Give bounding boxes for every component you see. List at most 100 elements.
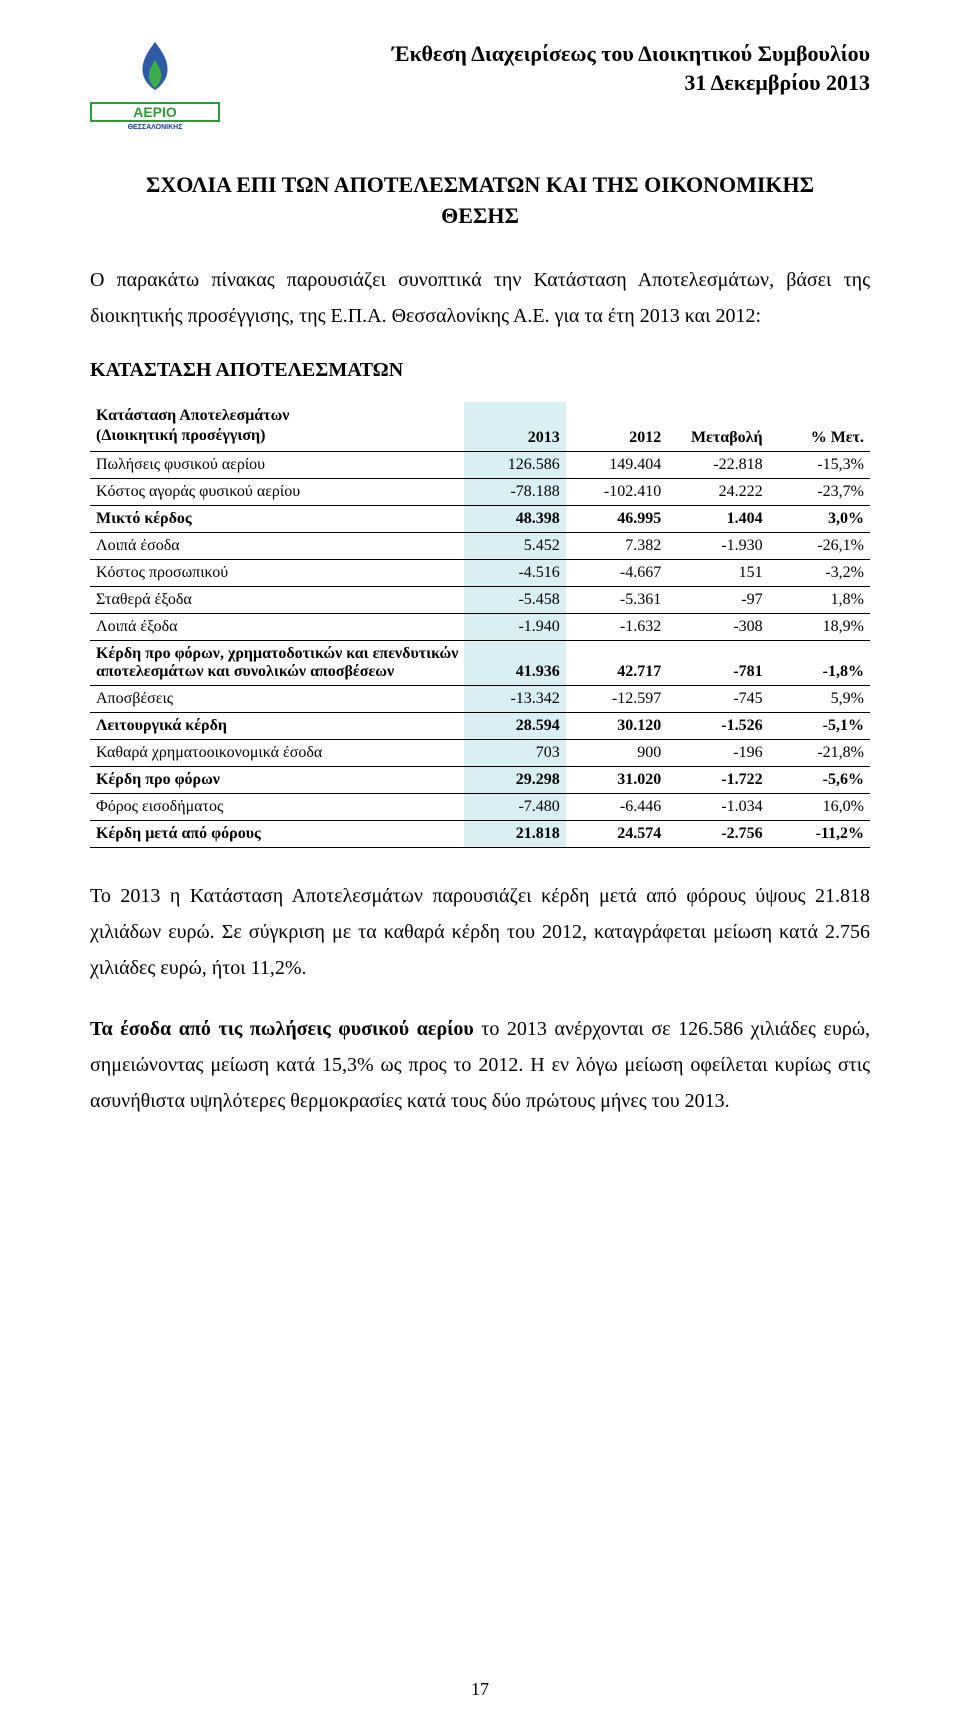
cell-2012: 7.382 — [566, 533, 667, 560]
cell-2012: 24.574 — [566, 821, 667, 848]
logo-block: ΑΕΡΙΟ ΘΕΣΣΑΛΟΝΙΚΗΣ — [90, 40, 220, 130]
table-header-row: Κατάσταση Αποτελεσμάτων (Διοικητική προσ… — [90, 402, 870, 452]
cell-pct: 16,0% — [769, 794, 870, 821]
col-header-label-line1: Κατάσταση Αποτελεσμάτων — [96, 407, 289, 424]
cell-pct: 5,9% — [769, 686, 870, 713]
table-row: Κόστος προσωπικού-4.516-4.667151-3,2% — [90, 560, 870, 587]
cell-2013: 29.298 — [464, 767, 565, 794]
paragraph-3: Τα έσοδα από τις πωλήσεις φυσικού αερίου… — [90, 1011, 870, 1119]
cell-change: -1.722 — [667, 767, 768, 794]
cell-label: Σταθερά έξοδα — [90, 587, 464, 614]
cell-pct: -1,8% — [769, 641, 870, 686]
cell-change: -308 — [667, 614, 768, 641]
subheading: ΚΑΤΑΣΤΑΣΗ ΑΠΟΤΕΛΕΣΜΑΤΩΝ — [90, 359, 870, 382]
intro-paragraph: Ο παρακάτω πίνακας παρουσιάζει συνοπτικά… — [90, 262, 870, 334]
paragraph-3-bold: Τα έσοδα από τις πωλήσεις φυσικού αερίου — [90, 1018, 474, 1040]
cell-2013: 5.452 — [464, 533, 565, 560]
cell-pct: 18,9% — [769, 614, 870, 641]
cell-2013: 48.398 — [464, 506, 565, 533]
logo-bottom-word: ΘΕΣΣΑΛΟΝΙΚΗΣ — [128, 124, 183, 130]
header-line-2: 31 Δεκεμβρίου 2013 — [230, 69, 870, 98]
cell-2013: -5.458 — [464, 587, 565, 614]
cell-2013: -7.480 — [464, 794, 565, 821]
cell-pct: -23,7% — [769, 479, 870, 506]
flame-icon — [115, 40, 195, 100]
cell-pct: -5,6% — [769, 767, 870, 794]
cell-2012: -102.410 — [566, 479, 667, 506]
page-container: ΑΕΡΙΟ ΘΕΣΣΑΛΟΝΙΚΗΣ Έκθεση Διαχειρίσεως τ… — [0, 0, 960, 1735]
cell-change: -97 — [667, 587, 768, 614]
table-row: Κόστος αγοράς φυσικού αερίου-78.188-102.… — [90, 479, 870, 506]
cell-label: Λοιπά έξοδα — [90, 614, 464, 641]
cell-2012: 30.120 — [566, 713, 667, 740]
cell-2013: 126.586 — [464, 452, 565, 479]
cell-2013: 21.818 — [464, 821, 565, 848]
section-title: ΣΧΟΛΙΑ ΕΠΙ ΤΩΝ ΑΠΟΤΕΛΕΣΜΑΤΩΝ ΚΑΙ ΤΗΣ ΟΙΚ… — [90, 170, 870, 232]
table-row: Κέρδη προ φόρων, χρηματοδοτικών και επεν… — [90, 641, 870, 686]
section-title-line-1: ΣΧΟΛΙΑ ΕΠΙ ΤΩΝ ΑΠΟΤΕΛΕΣΜΑΤΩΝ ΚΑΙ ΤΗΣ ΟΙΚ… — [90, 170, 870, 201]
cell-pct: -26,1% — [769, 533, 870, 560]
col-header-2012: 2012 — [566, 402, 667, 452]
cell-change: -1.526 — [667, 713, 768, 740]
logo-top-word: ΑΕΡΙΟ — [133, 104, 177, 120]
cell-pct: -21,8% — [769, 740, 870, 767]
cell-2012: 900 — [566, 740, 667, 767]
col-header-label: Κατάσταση Αποτελεσμάτων (Διοικητική προσ… — [90, 402, 464, 452]
cell-2013: 41.936 — [464, 641, 565, 686]
cell-2013: 703 — [464, 740, 565, 767]
cell-label: Λειτουργικά κέρδη — [90, 713, 464, 740]
cell-label: Κόστος αγοράς φυσικού αερίου — [90, 479, 464, 506]
cell-change: -745 — [667, 686, 768, 713]
cell-pct: 1,8% — [769, 587, 870, 614]
cell-change: -1.034 — [667, 794, 768, 821]
table-row: Μικτό κέρδος48.39846.9951.4043,0% — [90, 506, 870, 533]
table-row: Λοιπά έσοδα5.4527.382-1.930-26,1% — [90, 533, 870, 560]
cell-change: 1.404 — [667, 506, 768, 533]
cell-change: -22.818 — [667, 452, 768, 479]
header-titles: Έκθεση Διαχειρίσεως του Διοικητικού Συμβ… — [230, 40, 870, 97]
cell-change: -1.930 — [667, 533, 768, 560]
section-title-line-2: ΘΕΣΗΣ — [90, 201, 870, 232]
table-row: Κέρδη προ φόρων29.29831.020-1.722-5,6% — [90, 767, 870, 794]
cell-label: Κόστος προσωπικού — [90, 560, 464, 587]
results-table: Κατάσταση Αποτελεσμάτων (Διοικητική προσ… — [90, 402, 870, 849]
table-row: Σταθερά έξοδα-5.458-5.361-971,8% — [90, 587, 870, 614]
table-row: Καθαρά χρηματοοικονομικά έσοδα703900-196… — [90, 740, 870, 767]
header-line-1: Έκθεση Διαχειρίσεως του Διοικητικού Συμβ… — [230, 40, 870, 69]
page-number: 17 — [0, 1679, 960, 1700]
cell-change: -2.756 — [667, 821, 768, 848]
cell-label: Αποσβέσεις — [90, 686, 464, 713]
cell-2013: -4.516 — [464, 560, 565, 587]
cell-2013: -13.342 — [464, 686, 565, 713]
cell-pct: -11,2% — [769, 821, 870, 848]
cell-2012: -5.361 — [566, 587, 667, 614]
col-header-label-line2: (Διοικητική προσέγγιση) — [96, 427, 265, 444]
table-body: Πωλήσεις φυσικού αερίου126.586149.404-22… — [90, 452, 870, 848]
cell-2013: 28.594 — [464, 713, 565, 740]
header-row: ΑΕΡΙΟ ΘΕΣΣΑΛΟΝΙΚΗΣ Έκθεση Διαχειρίσεως τ… — [90, 40, 870, 130]
logo-wordmark: ΑΕΡΙΟ ΘΕΣΣΑΛΟΝΙΚΗΣ — [90, 102, 220, 130]
table-row: Αποσβέσεις-13.342-12.597-7455,9% — [90, 686, 870, 713]
cell-change: 24.222 — [667, 479, 768, 506]
cell-pct: -15,3% — [769, 452, 870, 479]
cell-change: -196 — [667, 740, 768, 767]
col-header-change: Μεταβολή — [667, 402, 768, 452]
cell-label: Φόρος εισοδήματος — [90, 794, 464, 821]
cell-change: -781 — [667, 641, 768, 686]
cell-2012: 42.717 — [566, 641, 667, 686]
cell-2013: -78.188 — [464, 479, 565, 506]
cell-change: 151 — [667, 560, 768, 587]
cell-label: Μικτό κέρδος — [90, 506, 464, 533]
cell-label: Πωλήσεις φυσικού αερίου — [90, 452, 464, 479]
cell-2012: 149.404 — [566, 452, 667, 479]
cell-label: Κέρδη προ φόρων — [90, 767, 464, 794]
cell-2012: 31.020 — [566, 767, 667, 794]
table-row: Φόρος εισοδήματος-7.480-6.446-1.03416,0% — [90, 794, 870, 821]
cell-2012: -1.632 — [566, 614, 667, 641]
cell-2012: 46.995 — [566, 506, 667, 533]
col-header-pct: % Μετ. — [769, 402, 870, 452]
paragraph-2: Το 2013 η Κατάσταση Αποτελεσμάτων παρουσ… — [90, 878, 870, 986]
cell-pct: -3,2% — [769, 560, 870, 587]
table-row: Λοιπά έξοδα-1.940-1.632-30818,9% — [90, 614, 870, 641]
cell-label: Κέρδη προ φόρων, χρηματοδοτικών και επεν… — [90, 641, 464, 686]
